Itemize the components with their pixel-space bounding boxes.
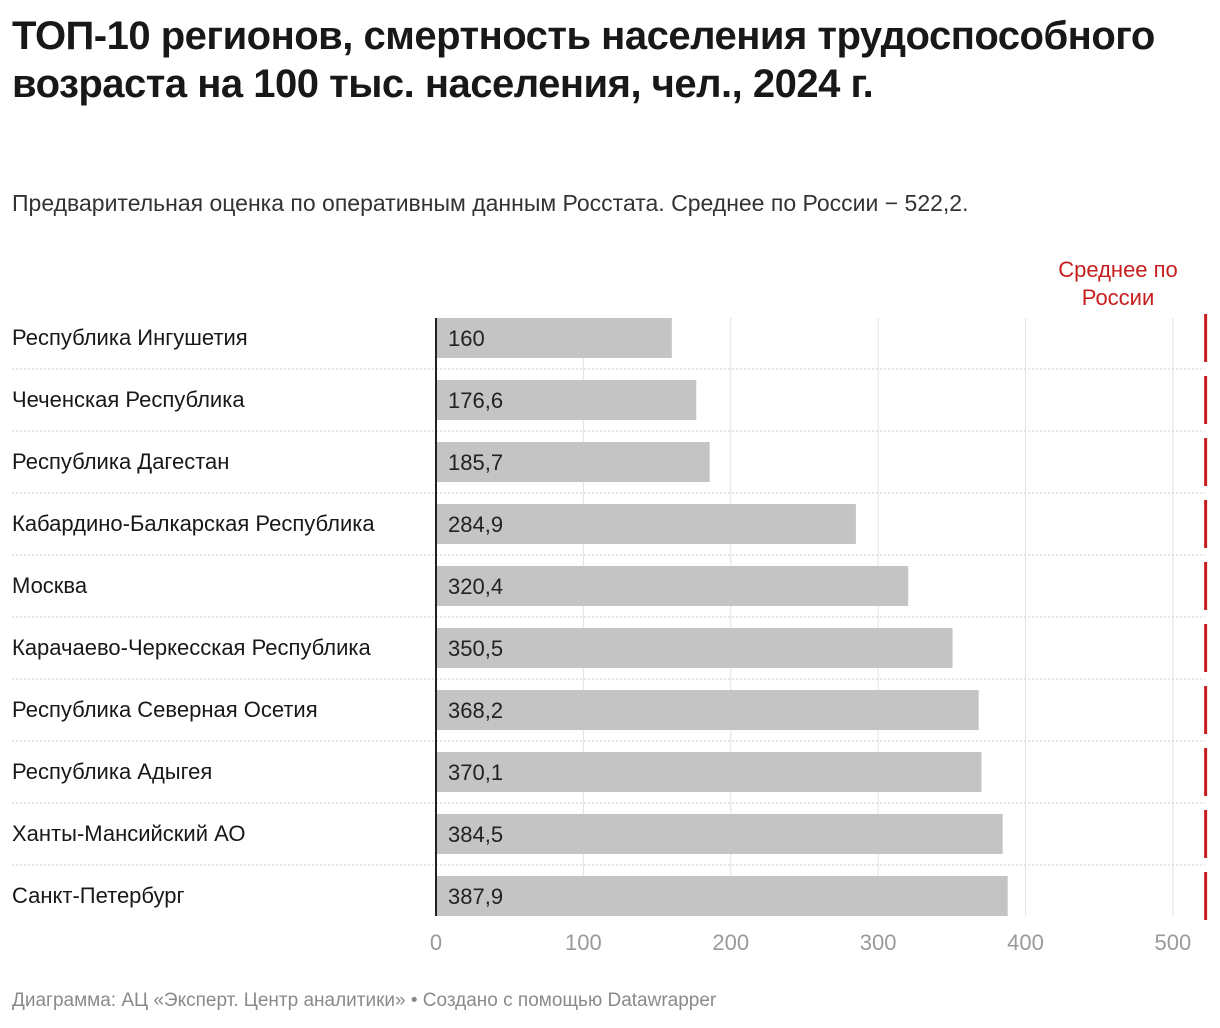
bar-8 (436, 752, 982, 792)
category-label-5: Москва (12, 573, 88, 598)
category-label-10: Санкт-Петербург (12, 883, 185, 908)
bar-10 (436, 876, 1008, 916)
value-label-7: 368,2 (448, 698, 503, 723)
bar-2 (436, 380, 697, 420)
x-tick-label-400: 400 (1007, 930, 1044, 955)
value-label-5: 320,4 (448, 574, 503, 599)
category-label-7: Республика Северная Осетия (12, 697, 318, 722)
chart-subtitle: Предварительная оценка по оперативным да… (12, 190, 969, 216)
x-tick-label-500: 500 (1155, 930, 1192, 955)
value-label-1: 160 (448, 326, 485, 351)
category-label-4: Кабардино-Балкарская Республика (12, 511, 375, 536)
value-label-2: 176,6 (448, 388, 503, 413)
x-tick-label-100: 100 (565, 930, 602, 955)
x-tick-label-0: 0 (430, 930, 442, 955)
bar-9 (436, 814, 1003, 854)
category-label-2: Чеченская Республика (12, 387, 245, 412)
x-tick-label-300: 300 (860, 930, 897, 955)
reference-line-label: Среднее по России (1058, 257, 1178, 310)
bar-6 (436, 628, 953, 668)
chart-title: ТОП-10 регионов, смертность населения тр… (12, 14, 1155, 106)
value-label-4: 284,9 (448, 512, 503, 537)
category-label-1: Республика Ингушетия (12, 325, 248, 350)
bar-1 (436, 318, 672, 358)
x-tick-label-200: 200 (712, 930, 749, 955)
value-label-9: 384,5 (448, 822, 503, 847)
bar-7 (436, 690, 979, 730)
value-label-8: 370,1 (448, 760, 503, 785)
chart-footer: Диаграмма: АЦ «Эксперт. Центр аналитики»… (12, 990, 717, 1011)
category-label-9: Ханты-Мансийский АО (12, 821, 246, 846)
category-label-8: Республика Адыгея (12, 759, 213, 784)
value-label-6: 350,5 (448, 636, 503, 661)
bar-5 (436, 566, 909, 606)
category-label-6: Карачаево-Черкесская Республика (12, 635, 371, 660)
category-label-3: Республика Дагестан (12, 449, 230, 474)
value-label-3: 185,7 (448, 450, 503, 475)
bar-3 (436, 442, 710, 482)
value-label-10: 387,9 (448, 884, 503, 909)
bar-4 (436, 504, 856, 544)
